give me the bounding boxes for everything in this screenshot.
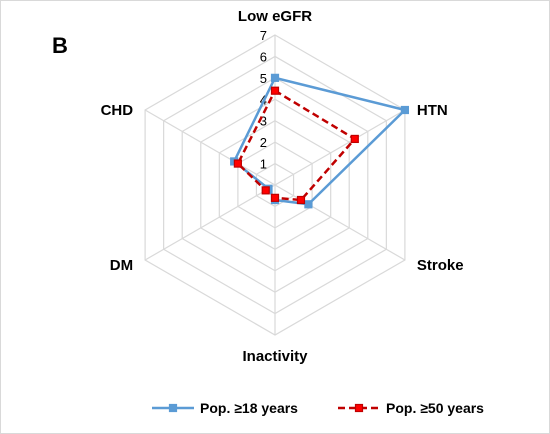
series-point	[296, 195, 306, 205]
axis-label: CHD	[101, 102, 134, 119]
legend: Pop. ≥18 years Pop. ≥50 years	[152, 400, 484, 416]
legend-entry: Pop. ≥50 years	[386, 400, 484, 416]
series-point	[270, 73, 280, 82]
series-line	[236, 89, 357, 202]
series-point	[233, 159, 242, 168]
series-point	[270, 86, 280, 95]
tick-label: 5	[260, 71, 267, 86]
panel-label: B	[52, 33, 68, 58]
axis-label: Inactivity	[242, 348, 308, 365]
series-point	[400, 105, 410, 115]
axis-labels: Low eGFR HTN Stroke Inactivity DM CHD	[101, 8, 464, 365]
axis-label: Low eGFR	[238, 8, 312, 25]
tick-label: 3	[260, 114, 267, 129]
tick-label: 2	[260, 135, 267, 150]
radar-spokes	[144, 35, 406, 335]
spoke-5	[144, 109, 276, 186]
tick-label: 6	[260, 49, 267, 64]
axis-label: DM	[110, 257, 133, 274]
spoke-4	[144, 184, 276, 261]
axis-label: Stroke	[417, 257, 464, 274]
data-series	[230, 73, 410, 209]
series-point	[350, 134, 359, 144]
series-point	[261, 186, 270, 195]
legend-entry: Pop. ≥18 years	[200, 400, 298, 416]
spoke-1	[274, 109, 406, 186]
axis-label: HTN	[417, 102, 448, 119]
series-point	[304, 200, 313, 209]
spoke-2	[274, 184, 406, 261]
tick-label: 1	[260, 157, 267, 172]
legend-marker	[168, 403, 178, 413]
legend-marker	[354, 403, 364, 413]
tick-label: 7	[260, 28, 267, 43]
series-point	[270, 193, 280, 202]
